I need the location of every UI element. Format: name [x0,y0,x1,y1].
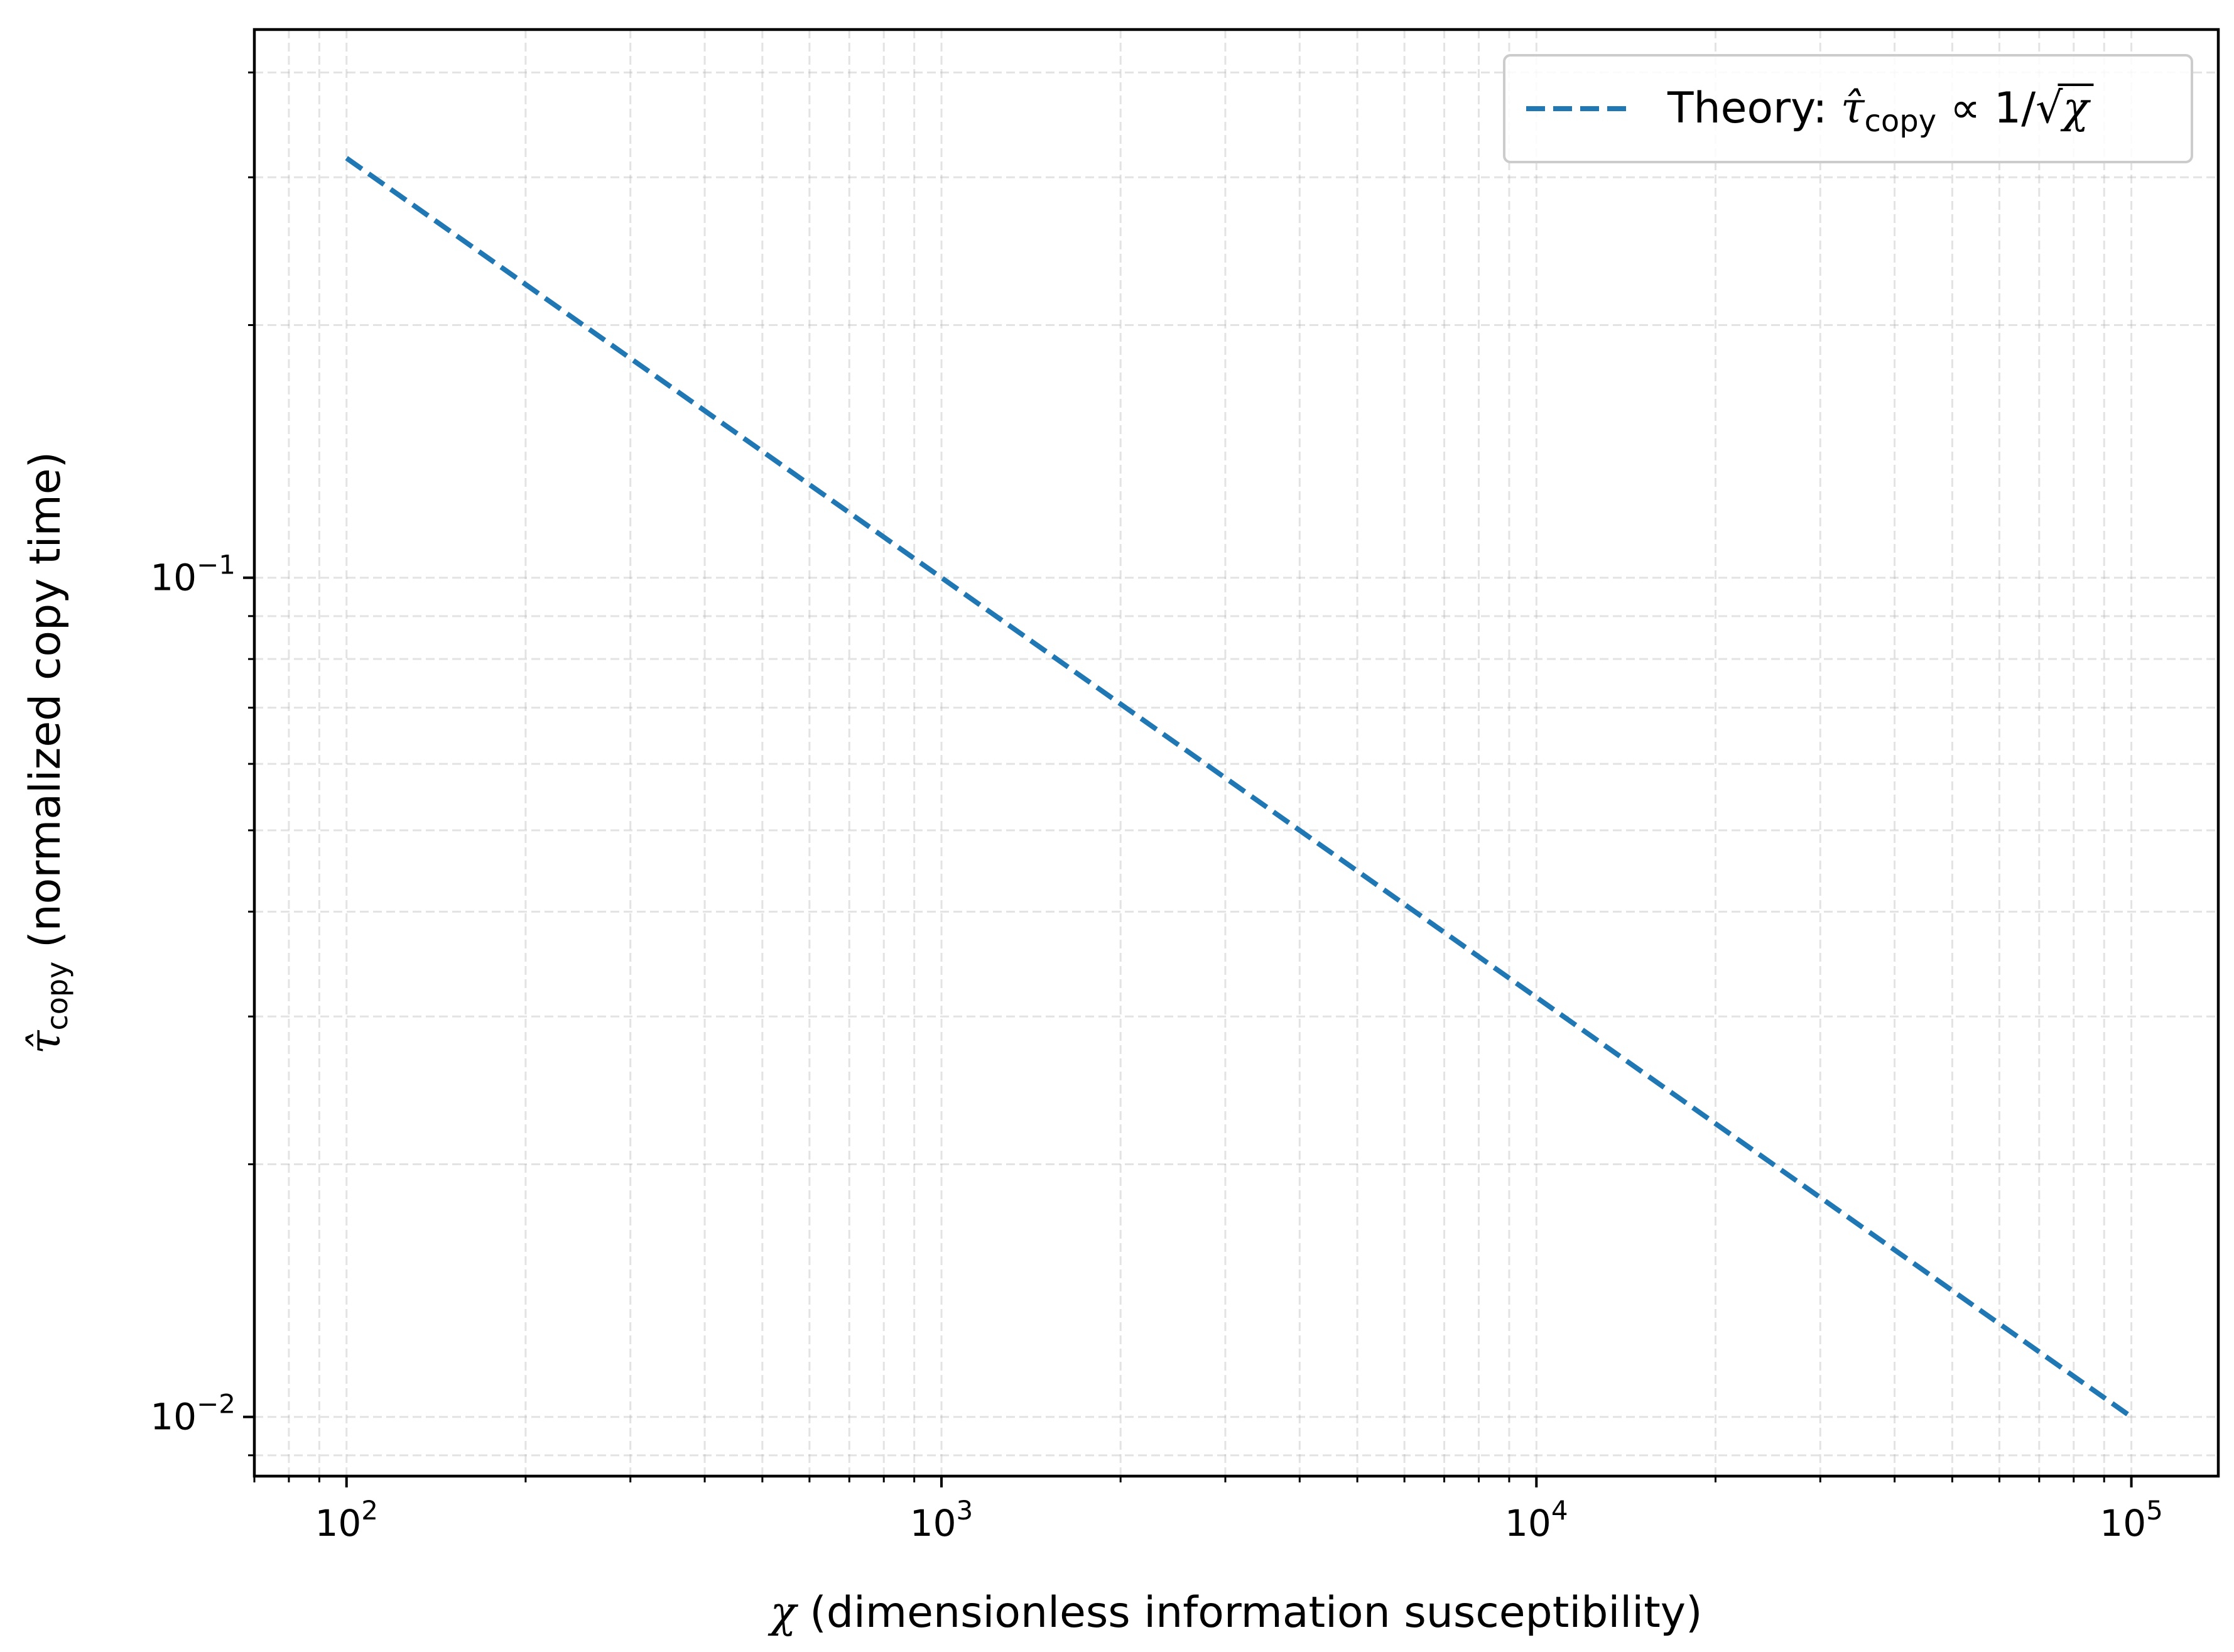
y-axis-label-text: (normalized copy time) [21,452,70,962]
series-layer [345,156,2133,1419]
legend-tau: τ̂ [1841,84,1865,133]
axis-ticks: 102 103 104 105 10−2 10−1 [150,71,2163,1545]
y-axis-label-symbol: τ̂ [21,1030,70,1054]
legend-box [1503,54,2193,163]
x-tick-label: 103 [910,1495,973,1545]
legend-chi: χ [2060,84,2091,133]
x-tick-label: 105 [2100,1495,2163,1545]
grid [253,30,2218,1476]
legend: Theory: τ̂copy ∝ 1/√χ [1503,54,2193,163]
legend-sqrt-sign: √ [2036,84,2063,133]
x-axis-label: χ (dimensionless information susceptibil… [767,1588,1702,1638]
legend-entry-label: Theory: τ̂copy ∝ 1/√χ [1667,84,2091,139]
x-tick-label: 102 [315,1495,378,1545]
plot-area-frame [252,28,2220,1478]
x-axis-label-text: (dimensionless information susceptibilit… [796,1588,1703,1638]
legend-prefix: Theory: [1667,84,1841,133]
y-tick-label: 10−2 [150,1389,236,1438]
y-axis-label: τ̂copy (normalized copy time) [21,452,74,1054]
y-axis-label-subscript: copy [40,962,74,1031]
legend-subscript: copy [1864,104,1936,139]
x-tick-label: 104 [1505,1495,1568,1545]
series-line-theory [345,156,2133,1419]
y-tick-label: 10−1 [150,550,236,599]
legend-relation: ∝ 1/ [1936,84,2036,133]
x-axis-label-symbol: χ [767,1588,798,1638]
